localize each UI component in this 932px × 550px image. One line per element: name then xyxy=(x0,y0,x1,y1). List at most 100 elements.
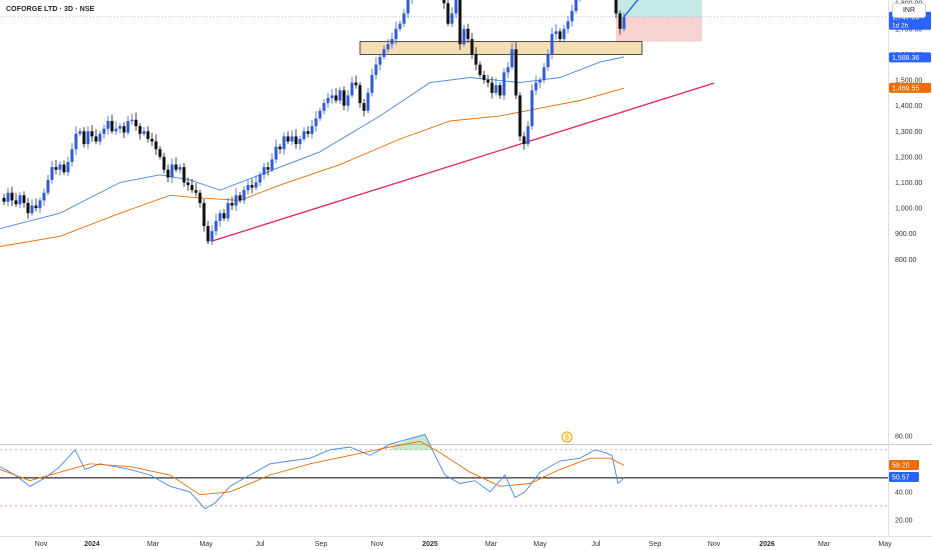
candle-body xyxy=(466,28,470,40)
demand-zone[interactable] xyxy=(359,41,643,55)
dividend-icon-glyph: $ xyxy=(565,435,569,442)
trendline[interactable] xyxy=(210,82,715,243)
candle-body xyxy=(258,174,262,183)
candle-body xyxy=(446,3,450,24)
rsi-value-label[interactable] xyxy=(889,472,919,483)
candle-body xyxy=(546,54,550,68)
time-tick-label: 2026 xyxy=(759,541,775,548)
time-tick-label: Sep xyxy=(649,541,662,548)
candle-body xyxy=(494,85,498,93)
candle-body xyxy=(138,126,142,134)
candle-body xyxy=(122,126,126,133)
candle-body xyxy=(22,195,26,203)
candle-body xyxy=(154,141,158,150)
time-tick-label: Nov xyxy=(35,541,48,548)
candle-body xyxy=(46,179,50,193)
candle-body xyxy=(306,131,310,134)
price-axis-label[interactable] xyxy=(889,82,931,93)
candle-body xyxy=(326,97,330,104)
time-tick-label: Jul xyxy=(592,541,601,548)
candle-body xyxy=(202,202,206,227)
candle-body xyxy=(562,28,566,40)
candle-body xyxy=(386,44,390,50)
candle-body xyxy=(206,226,210,242)
candle-body xyxy=(270,159,274,170)
candle-body xyxy=(190,185,194,191)
ma-fast-line[interactable] xyxy=(0,56,625,230)
candle-body xyxy=(510,49,514,68)
candle-body xyxy=(614,0,618,14)
candle-body xyxy=(498,85,502,96)
candle-body xyxy=(338,90,342,101)
time-tick-label: May xyxy=(199,541,213,548)
candle-body xyxy=(2,197,6,202)
candle-body xyxy=(94,136,98,142)
candle-body xyxy=(98,133,102,142)
candle-body xyxy=(158,149,162,157)
candle-body xyxy=(502,72,506,96)
candles-group xyxy=(2,0,626,245)
candle-body xyxy=(198,192,202,203)
currency-button[interactable]: INR xyxy=(892,3,926,18)
candle-body xyxy=(278,146,282,150)
rsi-tick-label: 40.00 xyxy=(895,489,913,496)
candle-body xyxy=(406,0,410,14)
candle-body xyxy=(42,192,46,201)
time-tick-label: Jul xyxy=(256,541,265,548)
candle-body xyxy=(570,10,574,22)
candle-body xyxy=(10,192,14,201)
candle-body xyxy=(538,80,542,83)
candle-body xyxy=(378,57,382,65)
rsi-value-label[interactable] xyxy=(889,459,919,470)
reward-zone[interactable] xyxy=(616,0,702,17)
price-tick-label: 1,500.00 xyxy=(895,78,922,85)
candle-body xyxy=(518,95,522,137)
candle-body xyxy=(126,121,130,133)
candle-body xyxy=(254,182,258,188)
candle-body xyxy=(54,167,58,170)
time-tick-label: Nov xyxy=(371,541,384,548)
price-tick-label: 900.00 xyxy=(895,231,917,238)
candle-body xyxy=(294,136,298,145)
candle-body xyxy=(18,195,22,205)
candle-body xyxy=(322,103,326,111)
rsi-ma-line[interactable] xyxy=(0,440,625,496)
candle-body xyxy=(310,126,314,134)
candle-body xyxy=(82,131,86,145)
rsi-overbought-fill xyxy=(392,434,432,450)
candle-body xyxy=(390,39,394,45)
price-tick-label: 1,700.00 xyxy=(895,26,922,33)
dividend-icon[interactable] xyxy=(561,431,573,443)
candle-body xyxy=(458,0,462,45)
candle-body xyxy=(618,13,622,29)
candle-body xyxy=(70,149,74,163)
candle-body xyxy=(170,164,174,178)
candle-body xyxy=(142,131,146,134)
price-tick-label: 1,000.00 xyxy=(895,206,922,213)
candle-body xyxy=(374,64,378,75)
candle-body xyxy=(282,136,286,150)
candle-body xyxy=(226,202,230,219)
candle-body xyxy=(370,74,374,93)
candle-body xyxy=(358,85,362,104)
time-tick-label: Mar xyxy=(818,541,831,548)
time-tick-label: May xyxy=(878,541,892,548)
candle-body xyxy=(514,49,518,96)
candle-body xyxy=(166,169,170,178)
candle-body xyxy=(78,131,82,134)
price-axis-label[interactable] xyxy=(889,52,931,63)
risk-zone[interactable] xyxy=(616,16,702,42)
candle-body xyxy=(186,182,190,186)
symbol-title: COFORGE LTD · 3D · NSE xyxy=(6,6,95,13)
candle-body xyxy=(534,82,538,91)
rsi-tick-label: 80.00 xyxy=(895,433,913,440)
candle-body xyxy=(442,0,446,4)
candle-body xyxy=(402,13,406,24)
candle-body xyxy=(450,13,454,24)
candle-body xyxy=(230,202,234,206)
candle-body xyxy=(350,82,354,96)
candle-body xyxy=(218,213,222,221)
candle-body xyxy=(118,126,122,129)
candle-body xyxy=(102,128,106,134)
